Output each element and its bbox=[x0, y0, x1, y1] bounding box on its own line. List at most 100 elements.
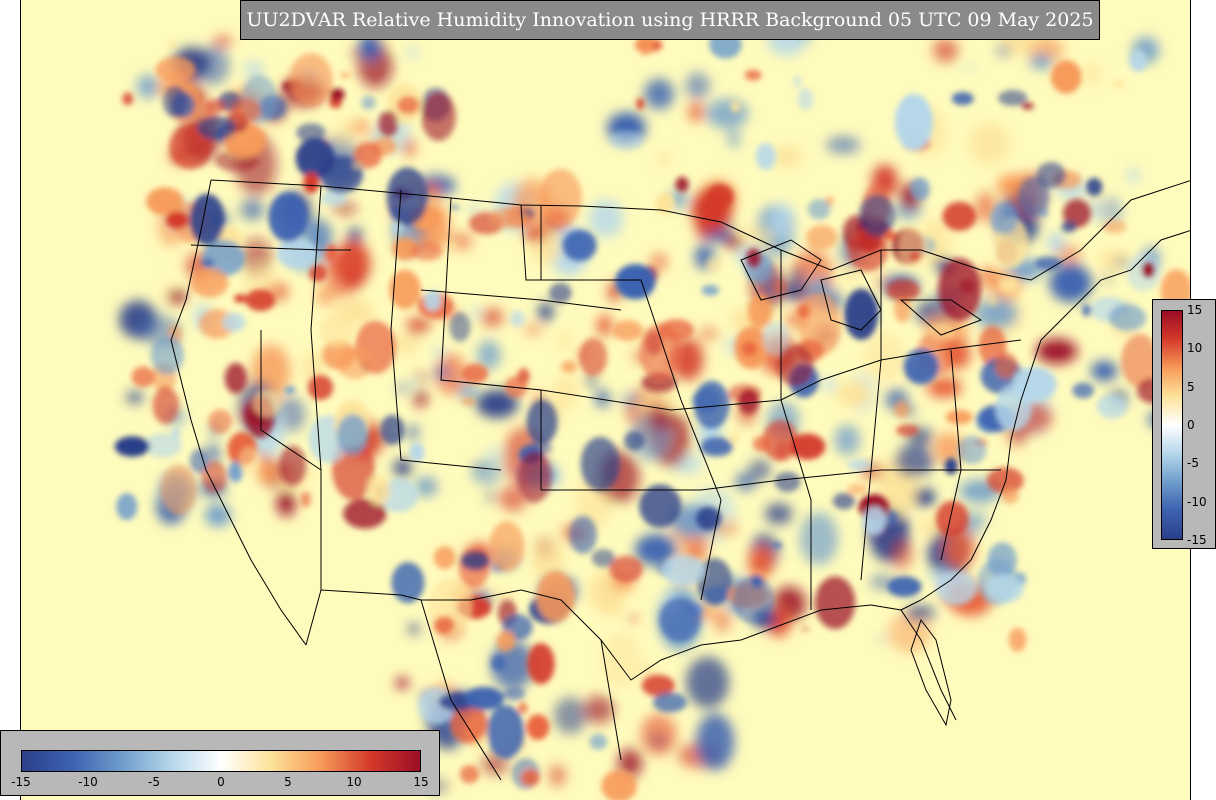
innovation-blob bbox=[459, 765, 480, 784]
innovation-blob bbox=[390, 223, 404, 234]
innovation-blob bbox=[1091, 361, 1118, 381]
innovation-blob bbox=[887, 510, 898, 526]
innovation-blob bbox=[1112, 79, 1126, 89]
innovation-blob bbox=[1129, 49, 1148, 72]
colorbar-tick-label: 10 bbox=[1187, 341, 1203, 355]
innovation-blob bbox=[646, 404, 669, 432]
innovation-blob bbox=[713, 520, 740, 537]
innovation-blob bbox=[228, 461, 243, 483]
innovation-blob bbox=[396, 677, 409, 689]
innovation-blob bbox=[136, 74, 159, 99]
innovation-blob bbox=[884, 230, 896, 241]
innovation-blob bbox=[276, 238, 318, 270]
colorbar-tick-label: -10 bbox=[78, 775, 98, 789]
innovation-blob bbox=[762, 420, 799, 462]
innovation-blob bbox=[433, 546, 456, 570]
innovation-blob bbox=[713, 609, 732, 633]
colorbar-gradient bbox=[1161, 310, 1183, 540]
innovation-blob bbox=[607, 605, 619, 618]
innovation-blob bbox=[729, 432, 740, 444]
innovation-blob bbox=[601, 632, 642, 689]
innovation-blob bbox=[1108, 304, 1147, 332]
colorbar-tick-label: 0 bbox=[217, 775, 225, 789]
innovation-blob bbox=[549, 282, 572, 304]
innovation-blob bbox=[336, 414, 369, 455]
innovation-blob bbox=[320, 190, 348, 207]
innovation-blob bbox=[486, 490, 495, 503]
innovation-blob bbox=[963, 64, 976, 71]
innovation-blob bbox=[688, 101, 704, 123]
innovation-blob bbox=[152, 386, 180, 424]
innovation-blob bbox=[201, 461, 228, 493]
innovation-blob bbox=[477, 340, 501, 370]
innovation-blob bbox=[639, 484, 682, 528]
innovation-field bbox=[114, 0, 1190, 800]
innovation-blob bbox=[449, 312, 471, 342]
innovation-blob bbox=[943, 528, 975, 569]
innovation-blob bbox=[489, 207, 529, 229]
innovation-blob bbox=[877, 636, 887, 643]
innovation-blob bbox=[549, 764, 566, 787]
innovation-blob bbox=[496, 630, 516, 652]
innovation-blob bbox=[608, 130, 644, 150]
innovation-blob bbox=[704, 585, 729, 604]
boundary-lines bbox=[170, 179, 1190, 781]
innovation-blob bbox=[730, 100, 741, 113]
map-area bbox=[20, 0, 1191, 800]
innovation-blob bbox=[224, 362, 248, 394]
innovation-blob bbox=[578, 337, 608, 377]
innovation-blob bbox=[945, 409, 973, 425]
innovation-blob bbox=[934, 432, 965, 465]
innovation-blob bbox=[284, 386, 296, 394]
innovation-blob bbox=[675, 176, 689, 192]
innovation-blob bbox=[222, 312, 246, 332]
innovation-blob bbox=[659, 597, 701, 642]
innovation-blob bbox=[481, 753, 509, 775]
innovation-blob bbox=[421, 319, 433, 326]
innovation-blob bbox=[772, 146, 802, 168]
innovation-blob bbox=[333, 118, 357, 148]
innovation-blob bbox=[517, 702, 528, 714]
innovation-blob bbox=[347, 227, 363, 242]
innovation-blob bbox=[776, 344, 814, 387]
innovation-blob bbox=[755, 142, 776, 170]
innovation-blob bbox=[801, 627, 810, 632]
innovation-blob bbox=[257, 458, 278, 484]
innovation-blob bbox=[814, 576, 856, 629]
innovation-blob bbox=[343, 498, 387, 529]
innovation-blob bbox=[705, 98, 749, 129]
innovation-blob bbox=[1121, 333, 1159, 388]
innovation-blob bbox=[197, 116, 236, 140]
innovation-blob bbox=[591, 549, 616, 568]
innovation-blob bbox=[332, 202, 358, 215]
innovation-blob bbox=[624, 430, 645, 451]
innovation-blob bbox=[391, 562, 425, 604]
innovation-blob bbox=[167, 41, 177, 48]
colorbar-gradient bbox=[21, 750, 421, 772]
innovation-blob bbox=[771, 542, 783, 549]
innovation-blob bbox=[443, 779, 453, 791]
innovation-blob bbox=[424, 289, 442, 311]
innovation-blob bbox=[189, 449, 209, 474]
innovation-blob bbox=[538, 169, 583, 226]
innovation-blob bbox=[807, 198, 831, 220]
innovation-blob bbox=[705, 256, 722, 274]
innovation-blob bbox=[918, 516, 939, 537]
innovation-blob bbox=[114, 436, 150, 457]
innovation-blob bbox=[935, 500, 969, 538]
innovation-blob bbox=[408, 624, 420, 634]
innovation-blob bbox=[303, 172, 319, 194]
innovation-blob bbox=[167, 289, 188, 304]
innovation-blob bbox=[841, 266, 860, 283]
innovation-blob bbox=[189, 193, 225, 246]
innovation-blob bbox=[407, 381, 417, 388]
innovation-blob bbox=[391, 334, 420, 355]
colorbar-tick-label: -5 bbox=[1187, 456, 1199, 470]
innovation-blob bbox=[1096, 393, 1128, 419]
innovation-blob bbox=[701, 284, 719, 296]
innovation-blob bbox=[936, 571, 977, 606]
innovation-blob bbox=[131, 366, 155, 388]
innovation-blob bbox=[741, 341, 758, 356]
innovation-blob bbox=[895, 424, 919, 437]
innovation-blob bbox=[609, 555, 644, 583]
